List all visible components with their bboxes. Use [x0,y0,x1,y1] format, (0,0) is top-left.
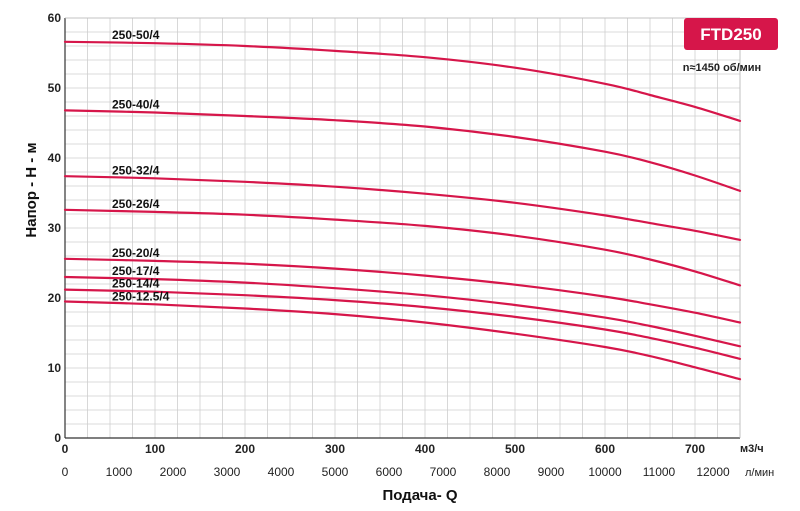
axes [64,17,741,439]
x-tick-label-primary: 600 [595,442,615,456]
y-tick-label: 30 [48,221,62,235]
y-tick-label: 50 [48,81,62,95]
x-tick-label-secondary: 2000 [160,465,187,479]
series-label: 250-20/4 [112,246,160,260]
speed-note: n≈1450 об/мин [683,62,761,74]
x-tick-label-primary: 0 [62,442,69,456]
x-tick-label-primary: 300 [325,442,345,456]
x-tick-label-secondary: 12000 [696,465,730,479]
series-label: 250-12.5/4 [112,289,170,303]
series-line-250-20-4 [63,257,742,324]
series-label: 250-50/4 [112,28,160,42]
x-tick-label-secondary: 5000 [322,465,349,479]
series-line-250-50-4 [63,40,742,122]
series-lines [63,40,742,381]
series-line-250-12-5-4 [63,300,742,381]
x-tick-label-secondary: 9000 [538,465,565,479]
x-tick-label-secondary: 6000 [376,465,403,479]
x-tick-label-secondary: 11000 [643,465,676,479]
y-tick-label: 10 [48,361,62,375]
x-tick-label-secondary: 1000 [106,465,133,479]
x-tick-labels-secondary: 0 1000 2000 3000 4000 5000 6000 7000 8000 9000 100… [62,465,730,479]
x-tick-label-primary: 100 [145,442,165,456]
series-label: 250-32/4 [112,163,160,177]
y-axis-label: Напор - Н - м [23,142,40,237]
y-tick-label: 60 [48,11,62,25]
y-tick-label: 20 [48,291,62,305]
x-tick-label-secondary: 7000 [430,465,457,479]
grid [64,17,741,439]
series-label: 250-26/4 [112,197,160,211]
model-badge-box [684,18,778,50]
x-tick-label-secondary: 3000 [214,465,241,479]
x-axis-label: Подача- Q [382,487,457,504]
x-tick-label-secondary: 10000 [588,465,622,479]
x-tick-label-primary: 500 [505,442,525,456]
model-badge: FTD250 [684,18,778,50]
series-label: 250-40/4 [112,98,160,112]
y-tick-labels: 0 10 20 30 40 50 60 [48,11,62,445]
series-line-250-17-4 [63,275,742,348]
x-tick-label-secondary: 0 [62,465,69,479]
series-line-250-32-4 [63,175,742,241]
x-tick-label-secondary: 8000 [484,465,511,479]
x-unit-secondary: л/мин [745,467,774,479]
x-tick-label-secondary: 4000 [268,465,295,479]
y-tick-label: 40 [48,151,62,165]
series-label: 250-14/4 [112,277,160,291]
series-line-250-40-4 [63,109,742,192]
series-label: 250-17/4 [112,264,160,278]
x-unit-primary: м3/ч [740,443,764,455]
series-labels: 250-50/4 250-40/4 250-32/4 250-26/4 250-20/4… [112,28,170,303]
x-tick-label-primary: 200 [235,442,255,456]
series-line-250-14-4 [63,288,742,360]
x-tick-label-primary: 700 [685,442,705,456]
series-line-250-26-4 [63,208,742,287]
model-badge-text: FTD250 [700,25,761,44]
x-tick-labels-primary: 0 100 200 300 400 500 600 700 [62,442,706,456]
y-tick-label: 0 [54,431,61,445]
x-tick-label-primary: 400 [415,442,435,456]
